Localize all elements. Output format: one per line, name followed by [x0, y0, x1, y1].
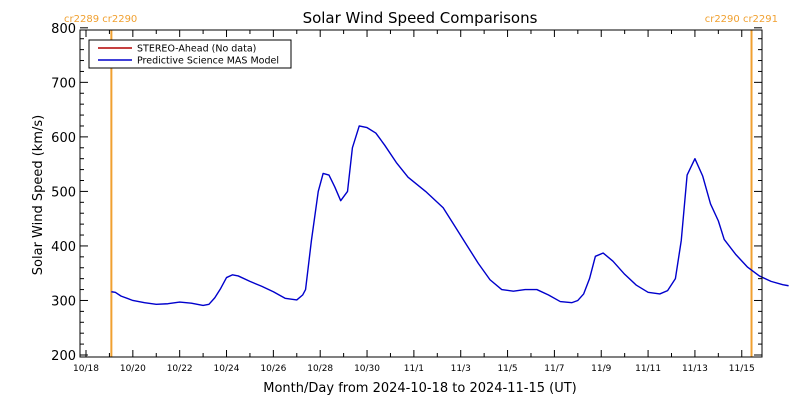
carrington-marker-label: cr2289 cr2290: [64, 14, 137, 25]
carrington-marker-label: cr2290 cr2291: [705, 14, 778, 25]
x-tick-label: 10/30: [354, 364, 380, 374]
x-tick-label: 11/7: [544, 364, 564, 374]
y-tick-label: 200: [51, 349, 76, 364]
x-tick-label: 10/20: [120, 364, 146, 374]
x-tick-label: 11/5: [497, 364, 517, 374]
x-tick-label: 11/3: [451, 364, 471, 374]
legend-box: [88, 39, 292, 69]
x-tick-label: 11/1: [404, 364, 424, 374]
y-tick-label: 400: [51, 240, 76, 255]
y-tick-label: 600: [51, 131, 76, 146]
plot-frame: [79, 29, 763, 358]
x-tick-label: 11/15: [729, 364, 755, 374]
legend: STEREO-Ahead (No data) Predictive Scienc…: [88, 39, 292, 69]
x-tick-label: 11/13: [682, 364, 708, 374]
y-tick-label: 500: [51, 185, 76, 200]
x-tick-label: 11/9: [591, 364, 611, 374]
y-tick-label: 800: [51, 22, 76, 37]
x-tick-label: 10/22: [167, 364, 193, 374]
series-line-model: [111, 125, 789, 307]
x-tick-label: 10/18: [73, 364, 99, 374]
x-axis-label: Month/Day from 2024-10-18 to 2024-11-15 …: [263, 381, 576, 396]
legend-label-model: Predictive Science MAS Model: [137, 56, 279, 67]
x-tick-label: 10/28: [307, 364, 333, 374]
y-axis-label: Solar Wind Speed (km/s): [31, 115, 46, 275]
legend-label-stereo: STEREO-Ahead (No data): [137, 44, 256, 55]
y-tick-label: 300: [51, 294, 76, 309]
y-tick-label: 700: [51, 76, 76, 91]
x-tick-label: 10/26: [260, 364, 286, 374]
x-tick-label: 11/11: [635, 364, 661, 374]
x-tick-label: 10/24: [214, 364, 240, 374]
chart-title: Solar Wind Speed Comparisons: [303, 9, 538, 27]
